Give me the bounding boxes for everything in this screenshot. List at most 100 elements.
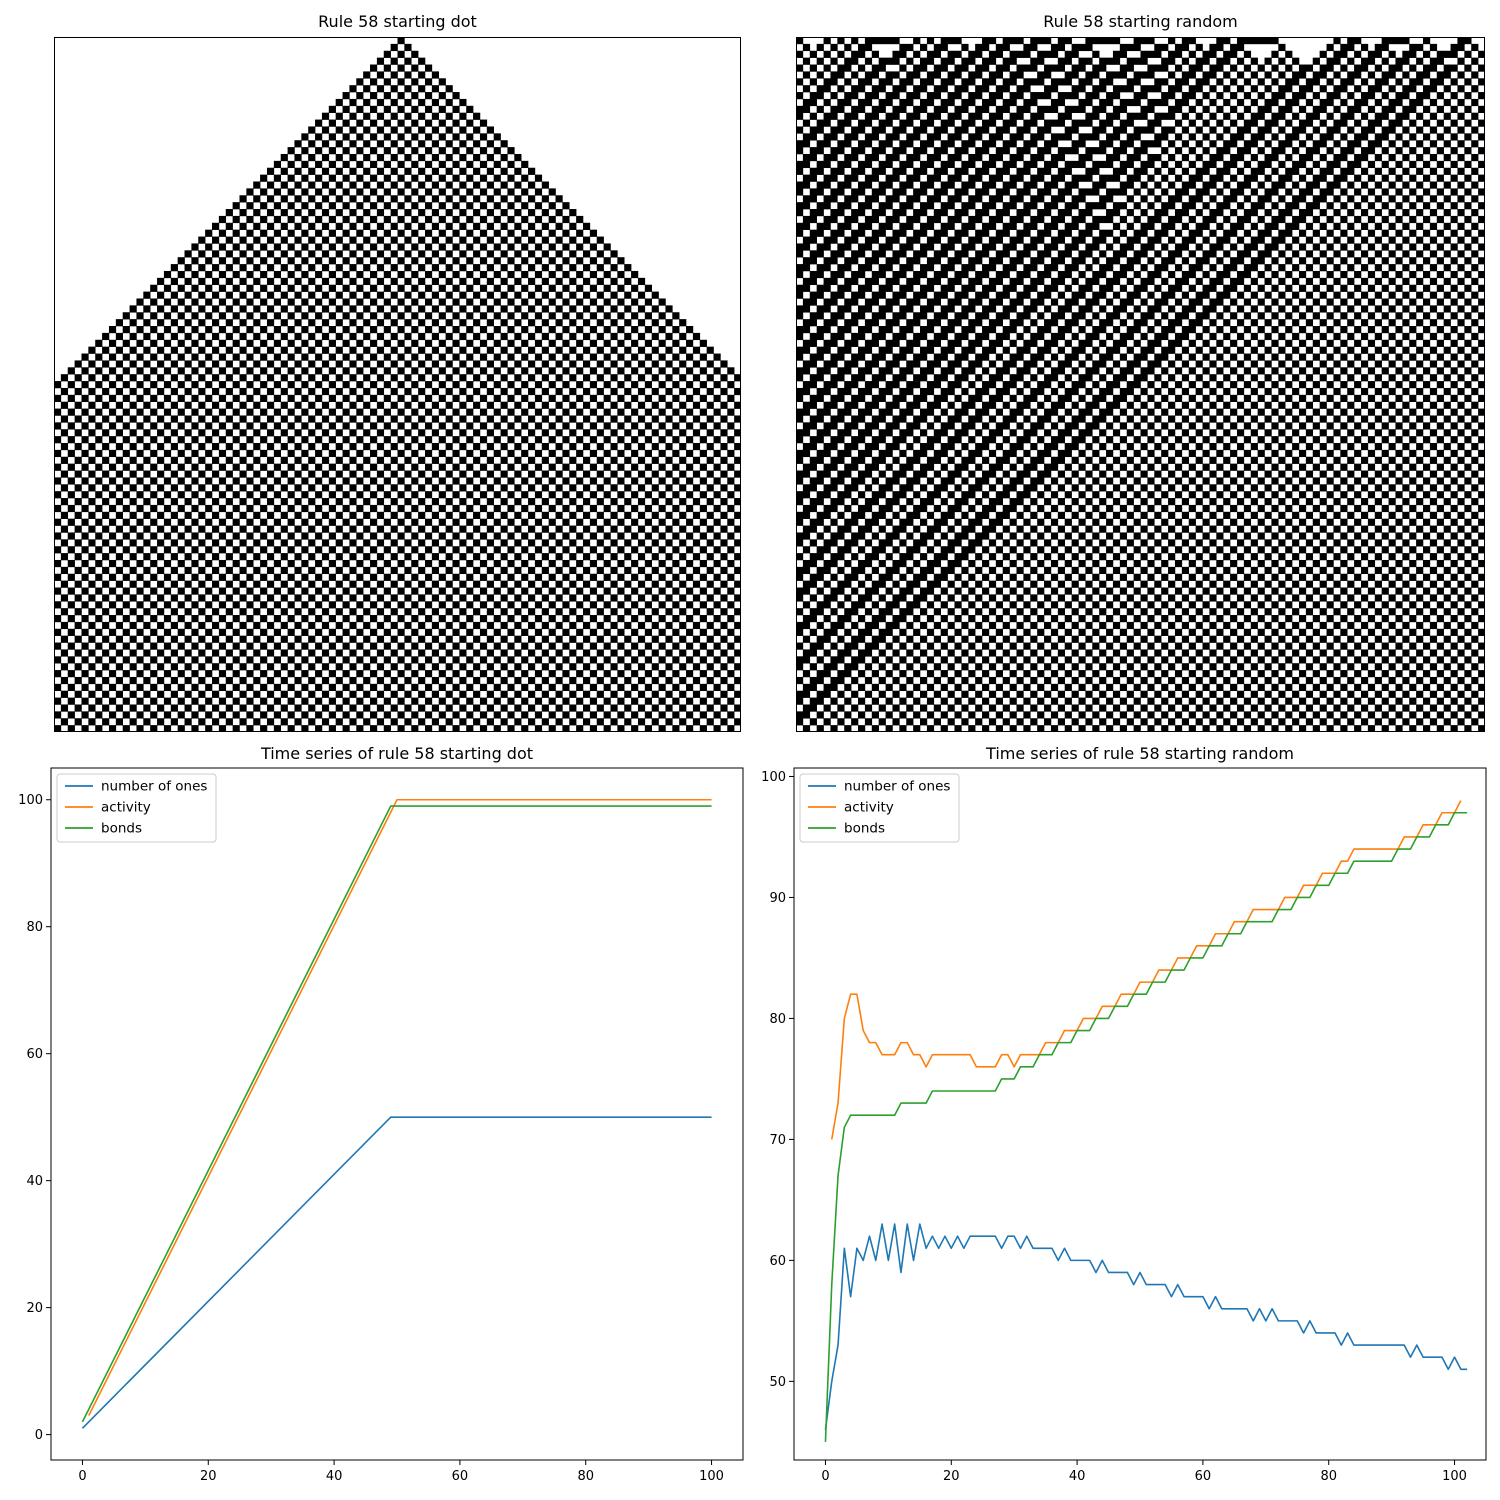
ca-cell [225, 291, 233, 299]
ca-cell [679, 332, 687, 341]
ca-cell [308, 649, 316, 657]
ca-cell [1340, 147, 1348, 155]
ca-cell [651, 511, 659, 519]
ca-cell [1347, 71, 1355, 79]
ca-cell [390, 291, 398, 299]
ca-cell [596, 401, 604, 409]
ca-cell [562, 628, 570, 636]
ca-cell [562, 601, 570, 609]
ca-cell [376, 594, 385, 602]
ca-cell [129, 621, 137, 630]
ca-cell [624, 498, 632, 506]
ca-cell [438, 133, 446, 141]
ca-cell [1381, 105, 1389, 113]
ca-cell [486, 401, 494, 409]
ca-cell [349, 277, 357, 286]
ca-cell [218, 298, 227, 306]
ca-cell [679, 415, 687, 423]
ca-cell [569, 250, 577, 258]
ca-cell [1478, 92, 1485, 100]
ca-cell [1188, 105, 1196, 113]
ca-cell [424, 298, 433, 306]
ca-cell [528, 415, 536, 423]
ca-cell [507, 670, 515, 678]
ca-cell [115, 429, 123, 437]
ca-cell [1367, 50, 1376, 58]
ca-cell [266, 277, 275, 286]
ca-cell [1085, 119, 1093, 127]
ca-cell [143, 704, 151, 712]
ca-cell [892, 92, 900, 100]
ca-cell [370, 573, 378, 581]
ca-cell [466, 270, 474, 279]
ca-cell [514, 332, 522, 341]
ca-cell [624, 566, 632, 575]
ca-cell [239, 511, 247, 519]
ca-cell [294, 319, 302, 327]
ca-cell [479, 284, 488, 292]
ca-cell [1112, 153, 1121, 162]
ca-cell [913, 71, 921, 79]
ca-cell [589, 697, 598, 705]
ca-cell [658, 573, 666, 581]
ca-cell [493, 174, 501, 182]
ca-cell [431, 676, 440, 685]
ca-cell [170, 442, 178, 451]
ca-cell [610, 704, 618, 712]
ca-cell [315, 573, 323, 581]
ca-cell [603, 587, 611, 595]
ca-cell [706, 470, 714, 478]
ca-cell [507, 174, 515, 182]
ca-cell [466, 587, 474, 595]
ca-cell [1106, 133, 1114, 141]
ca-cell [418, 250, 426, 258]
ca-cell [1168, 71, 1176, 79]
ca-cell [280, 415, 288, 423]
ca-cell [610, 305, 618, 313]
ca-cell [1333, 140, 1341, 148]
ca-cell [521, 326, 529, 334]
ca-cell [1340, 133, 1348, 141]
ca-cell [878, 37, 886, 45]
ca-cell [253, 429, 261, 437]
ca-cell [335, 374, 343, 382]
ca-cell [686, 573, 694, 581]
ca-cell [699, 642, 707, 650]
ca-cell [665, 360, 673, 368]
ca-cell [266, 250, 275, 258]
ca-cell [266, 332, 275, 341]
ca-cell [88, 498, 96, 506]
ca-cell [1050, 64, 1059, 72]
ca-cell [582, 401, 591, 409]
ca-cell [411, 559, 419, 568]
ca-cell [218, 215, 227, 224]
ca-cell [431, 525, 440, 533]
ca-cell [548, 326, 556, 334]
ca-cell [184, 332, 192, 341]
ca-cell [878, 85, 886, 93]
ca-cell [163, 615, 172, 623]
ca-cell [390, 525, 398, 533]
ca-cell [308, 264, 316, 272]
ca-cell [1016, 50, 1024, 58]
ca-cell [81, 353, 89, 361]
ca-cell [995, 50, 1003, 58]
ca-cell [115, 553, 123, 561]
ca-cell [466, 422, 474, 430]
ca-cell [665, 401, 673, 409]
ca-cell [466, 518, 474, 526]
ca-cell [445, 484, 453, 492]
ca-cell [871, 147, 879, 155]
ca-cell [308, 525, 316, 533]
ca-cell [418, 126, 426, 134]
ca-cell [294, 498, 302, 506]
ca-cell [892, 133, 900, 141]
ca-cell [651, 456, 659, 464]
ca-cell [514, 690, 522, 698]
ca-cell [88, 649, 96, 657]
ca-cell [947, 160, 955, 169]
ca-cell [301, 381, 309, 389]
ca-cell [246, 202, 254, 210]
ca-cell [713, 615, 721, 623]
ca-cell [1333, 85, 1341, 93]
